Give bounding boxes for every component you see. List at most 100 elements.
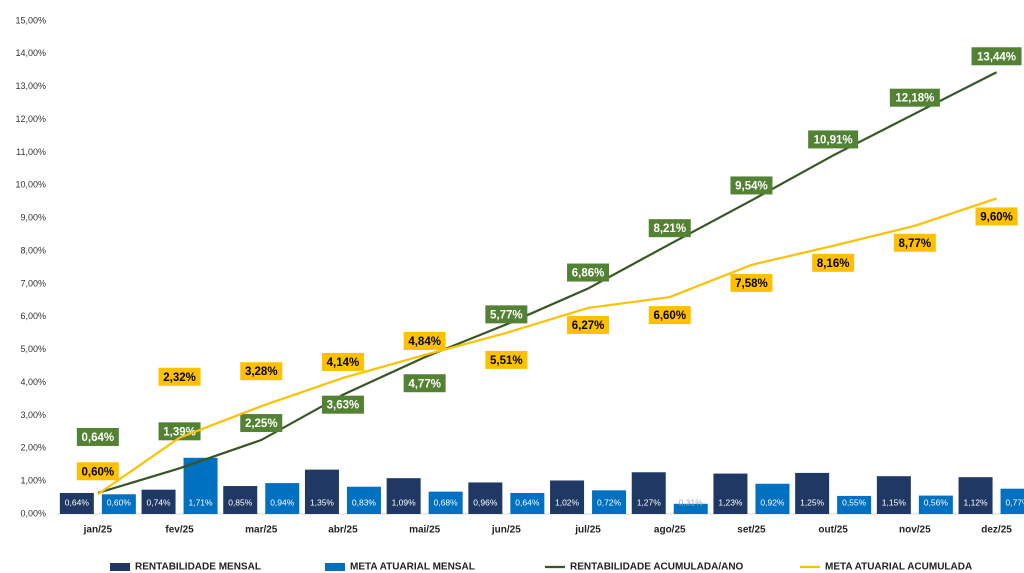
bar — [673, 503, 708, 514]
line-value-label: 13,44% — [977, 51, 1016, 63]
bar-value-label: 0,96% — [473, 497, 498, 507]
x-tick-label: nov/25 — [899, 525, 931, 536]
bar-value-label: 0,74% — [146, 497, 171, 507]
legend-label: RENTABILIDADE MENSAL — [135, 562, 261, 573]
bar — [101, 494, 136, 514]
line-value-label: 7,58% — [735, 278, 768, 290]
line-value-label: 4,77% — [408, 378, 441, 390]
line-value-label: 0,60% — [82, 466, 115, 478]
x-tick-label: jul/25 — [574, 525, 601, 536]
data-label-box — [485, 350, 528, 369]
line-value-label: 6,86% — [572, 268, 605, 280]
bar-value-label: 0,68% — [434, 497, 459, 507]
bar — [59, 492, 94, 514]
bar — [304, 469, 339, 514]
line-value-label: 5,77% — [490, 309, 523, 321]
data-label-box — [975, 207, 1018, 226]
data-label-box — [730, 176, 773, 195]
x-tick-label: ago/25 — [654, 525, 686, 536]
line-value-label: 5,51% — [490, 355, 523, 367]
data-label-box — [158, 422, 201, 441]
data-label-box — [403, 331, 446, 350]
y-tick-label: 5,00% — [20, 344, 46, 354]
bar — [550, 480, 585, 514]
x-tick-label: set/25 — [737, 525, 766, 536]
y-tick-label: 7,00% — [20, 278, 46, 288]
y-tick-label: 13,00% — [15, 81, 46, 91]
x-tick-label: out/25 — [818, 525, 848, 536]
data-label-box — [812, 253, 855, 272]
line-value-label: 10,91% — [814, 134, 853, 146]
legend-swatch — [325, 563, 345, 571]
bar-value-label: 1,35% — [310, 497, 335, 507]
x-tick-label: fev/25 — [165, 525, 194, 536]
bar-value-label: 0,83% — [352, 497, 377, 507]
bar-value-label: 1,23% — [718, 497, 743, 507]
line-value-label: 9,60% — [980, 212, 1013, 224]
y-tick-label: 4,00% — [20, 377, 46, 387]
line-value-label: 4,14% — [327, 357, 360, 369]
y-tick-label: 12,00% — [15, 114, 46, 124]
line-value-label: 2,25% — [245, 418, 278, 430]
bar — [958, 477, 993, 514]
bar — [223, 486, 258, 514]
data-label-box — [893, 233, 936, 252]
y-tick-label: 0,00% — [20, 508, 46, 518]
bar-value-label: 1,15% — [882, 497, 907, 507]
legend-label: META ATUARIAL MENSAL — [350, 562, 475, 573]
line-value-label: 9,54% — [735, 180, 768, 192]
bar — [837, 495, 872, 514]
x-tick-label: jan/25 — [83, 525, 113, 536]
bar — [876, 476, 911, 514]
bar-value-label: 0,56% — [924, 497, 949, 507]
data-label-box — [321, 352, 364, 371]
y-tick-label: 1,00% — [20, 476, 46, 486]
data-label-box — [971, 47, 1022, 66]
line-value-label: 4,84% — [408, 336, 441, 348]
y-tick-label: 11,00% — [16, 147, 46, 157]
line-value-label: 8,77% — [899, 238, 932, 250]
bar-value-label: 1,27% — [637, 497, 662, 507]
bar — [592, 490, 627, 514]
data-label-box — [808, 130, 859, 149]
bar-value-label: 0,94% — [270, 497, 295, 507]
data-label-box — [567, 315, 610, 334]
bar-value-label: 1,25% — [800, 497, 825, 507]
bar — [386, 478, 421, 514]
bar-value-label: 1,12% — [963, 497, 988, 507]
y-tick-label: 15,00% — [15, 15, 46, 25]
bar — [918, 495, 953, 514]
x-tick-label: jun/25 — [491, 525, 521, 536]
data-label-box — [648, 219, 691, 238]
bar — [631, 472, 666, 514]
bar — [428, 491, 463, 514]
bar-value-label: 0,31% — [679, 497, 704, 507]
bar — [265, 483, 300, 514]
data-label-box — [485, 305, 528, 324]
data-label-box — [321, 395, 364, 414]
line — [97, 197, 997, 496]
data-label-box — [76, 462, 119, 481]
bar-value-label: 0,92% — [760, 497, 785, 507]
x-tick-label: mar/25 — [245, 525, 278, 536]
bar-value-label: 1,71% — [188, 497, 213, 507]
data-label-box — [730, 273, 773, 292]
bar-value-label: 0,72% — [597, 497, 622, 507]
data-label-box — [76, 427, 119, 446]
bar-value-label: 0,64% — [515, 497, 540, 507]
legend-swatch — [110, 563, 130, 571]
y-tick-label: 2,00% — [20, 443, 46, 453]
line-value-label: 0,64% — [82, 432, 115, 444]
line-value-label: 8,16% — [817, 258, 850, 270]
line-value-label: 6,60% — [653, 310, 686, 322]
bar — [713, 473, 748, 514]
data-label-box — [158, 367, 201, 386]
bar — [141, 489, 176, 514]
line — [97, 71, 998, 495]
bar-value-label: 0,85% — [228, 497, 253, 507]
x-tick-label: mai/25 — [409, 525, 441, 536]
line-value-label: 3,28% — [245, 366, 278, 378]
y-tick-label: 6,00% — [20, 311, 46, 321]
